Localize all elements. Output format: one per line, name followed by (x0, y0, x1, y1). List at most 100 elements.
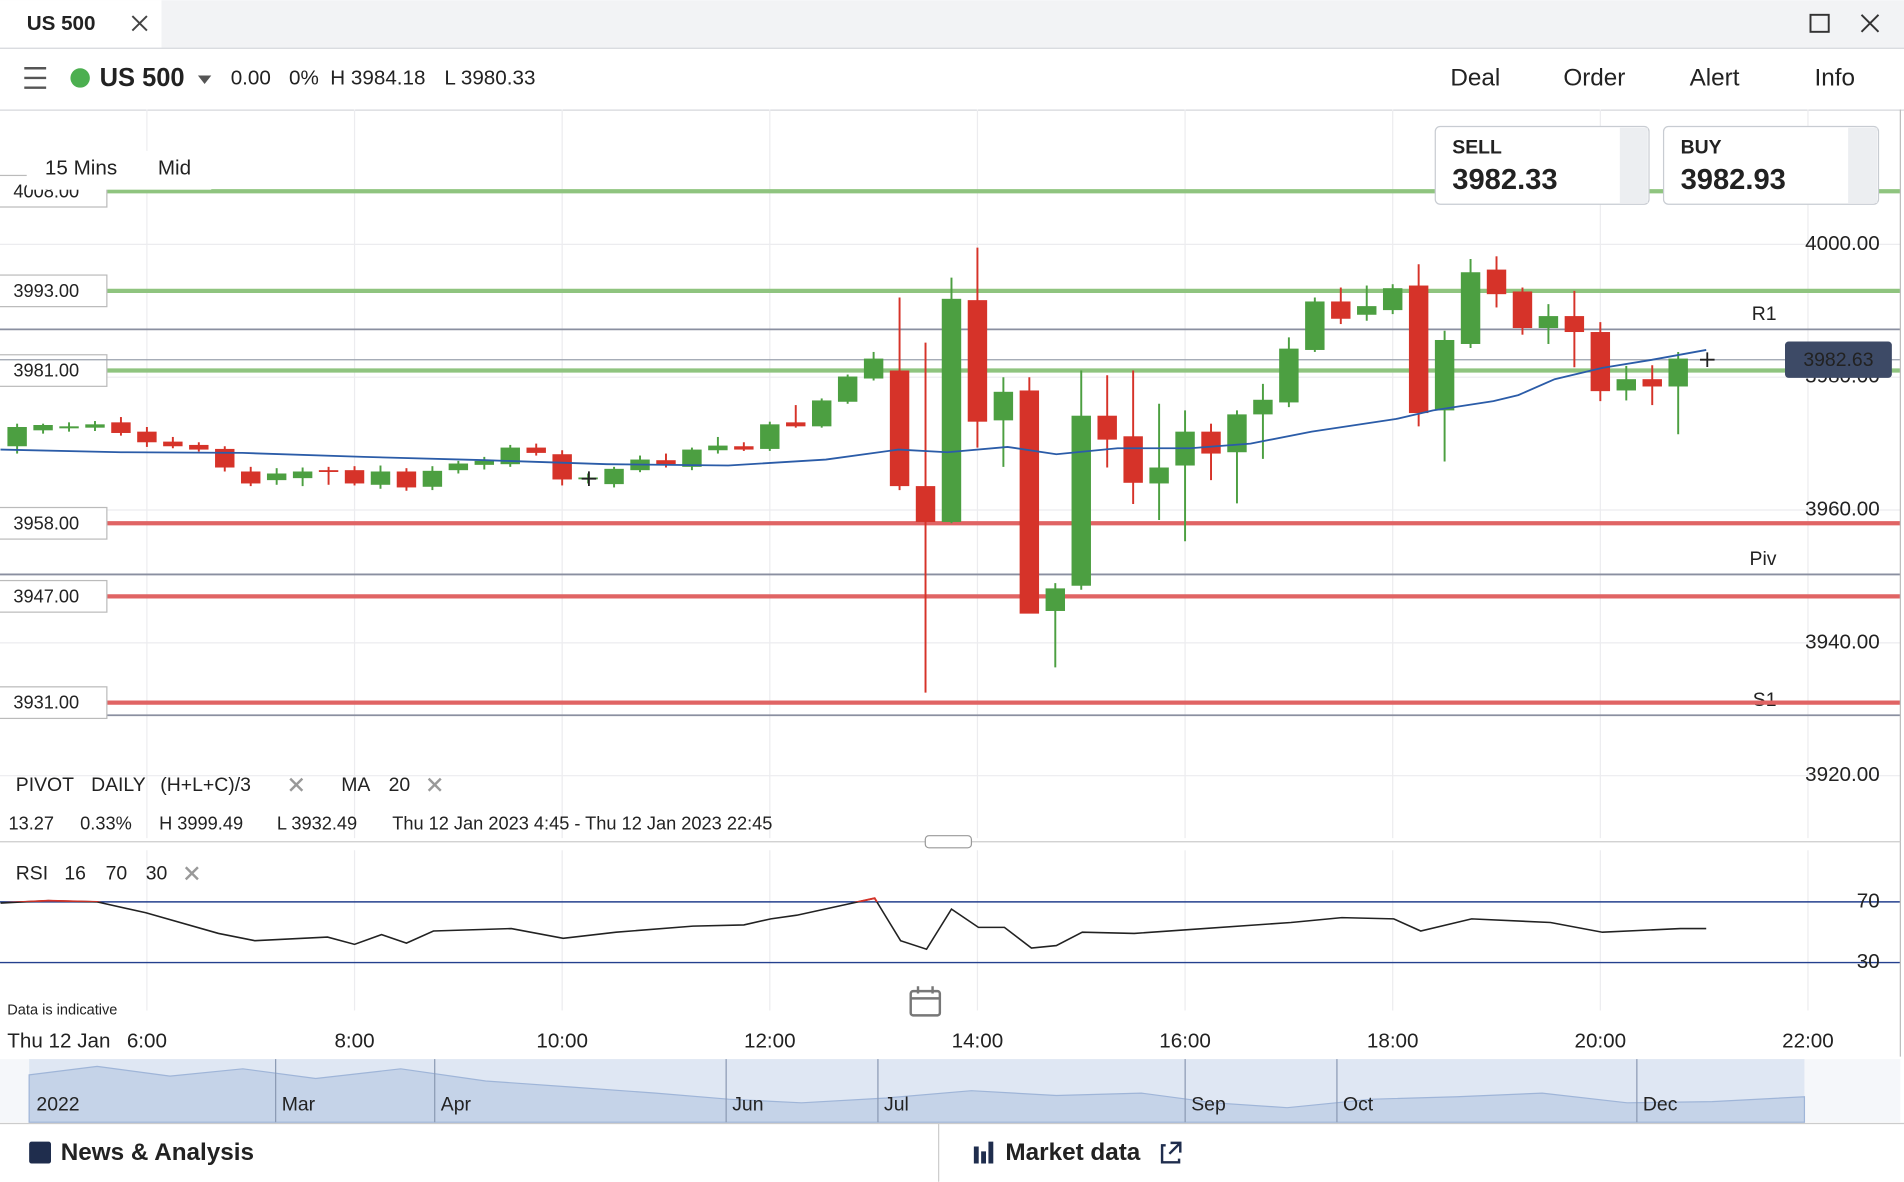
level-label: 3993.00 (13, 281, 79, 301)
candle-body (1097, 415, 1117, 440)
candle-body (59, 426, 79, 429)
date-label: Thu 12 Jan (7, 1030, 110, 1053)
candle-body (1305, 301, 1325, 350)
candle-body (1408, 285, 1429, 414)
status-dot (70, 68, 90, 88)
candle-body (526, 447, 546, 453)
pivot-formula: (H+L+C)/3 (160, 774, 251, 796)
menu-icon[interactable] (24, 67, 47, 89)
candle-body (474, 460, 495, 465)
candle-body (1227, 414, 1247, 453)
calendar-icon[interactable] (909, 986, 942, 1017)
dropdown[interactable] (197, 75, 212, 85)
level-label: 3981.00 (13, 361, 79, 381)
candle-body (656, 460, 676, 465)
navigator-label: Apr (441, 1093, 472, 1115)
cursor (581, 352, 1715, 486)
candle-body (189, 444, 209, 450)
remove-pivot[interactable] (289, 777, 304, 792)
navigator-label: Jul (884, 1093, 909, 1115)
news-link[interactable]: News & Analysis (61, 1139, 254, 1166)
buy-price: 3982.93 (1681, 164, 1786, 196)
candle-body (163, 441, 183, 447)
stat-change-pct: 0.33% (80, 814, 132, 834)
interval[interactable]: 15 Mins (45, 156, 117, 179)
buy-button[interactable] (1662, 125, 1880, 205)
maximize[interactable] (1809, 13, 1830, 33)
candle-body (396, 471, 417, 488)
candle-body (1071, 415, 1091, 586)
close-window[interactable] (1860, 14, 1880, 33)
market-link[interactable]: Market data (1005, 1139, 1140, 1166)
candle-body (1279, 348, 1299, 403)
pivot-label: R1 (1752, 303, 1777, 325)
rsi-tick-label: 70 (1857, 889, 1880, 912)
x-tick-label: 10:00 (536, 1030, 588, 1053)
close-tab[interactable] (131, 15, 148, 32)
candle-body (786, 422, 806, 427)
menu-item[interactable]: Alert (1690, 65, 1740, 92)
level-label: 3958.00 (13, 513, 79, 533)
level-tag (0, 686, 108, 720)
level-tag (0, 506, 108, 540)
candle-body (915, 486, 936, 522)
resize-handle[interactable] (924, 835, 973, 849)
disclaimer: Data is indicative (7, 1002, 117, 1018)
menu-item[interactable]: Deal (1450, 65, 1500, 92)
moving-average (0, 349, 1707, 467)
level-tag (0, 274, 108, 308)
stat-high: H 3999.49 (159, 814, 243, 834)
candle-body (1253, 399, 1273, 415)
remove-ma[interactable] (427, 777, 442, 792)
navigator-label: Oct (1343, 1093, 1374, 1115)
candle-body (111, 422, 131, 433)
instrument[interactable]: US 500 (100, 64, 185, 92)
sell-label: SELL (1452, 137, 1502, 159)
candle-body (1590, 332, 1611, 392)
sell-strip (1619, 127, 1648, 204)
candle-body (967, 300, 988, 422)
candle-body (1460, 272, 1481, 344)
candle-body (266, 473, 287, 481)
candle-body (292, 471, 313, 479)
x-tick-label: 18:00 (1367, 1030, 1419, 1053)
candle-body (1564, 316, 1585, 333)
level-label: 3947.00 (13, 586, 79, 606)
x-tick-label: 12:00 (744, 1030, 796, 1053)
candle-body (708, 445, 728, 451)
candle-body (552, 454, 572, 480)
candle-body (1331, 301, 1351, 319)
pivot-label: Piv (1750, 548, 1777, 570)
price-type[interactable]: Mid (158, 156, 191, 179)
tab-bar (0, 0, 1904, 48)
ma-label: MA (341, 774, 370, 796)
x-tick-label: 8:00 (334, 1030, 374, 1053)
candle-body (811, 400, 832, 427)
menu-item[interactable]: Order (1563, 65, 1625, 92)
candle-body (1434, 339, 1455, 411)
pivot-label: PIVOT (16, 774, 74, 796)
candle-body (993, 391, 1014, 421)
change: 0.00 (231, 67, 271, 90)
candle-body (941, 298, 962, 522)
change-pct: 0% (289, 67, 319, 90)
y-tick-label: 3960.00 (1805, 497, 1880, 520)
candle-body (422, 470, 443, 487)
candle-body (1357, 306, 1377, 315)
candle-body (1045, 588, 1066, 611)
x-tick-label: 20:00 (1575, 1030, 1627, 1053)
y-tick-label: 3940.00 (1805, 630, 1880, 653)
navigator-area (28, 1065, 1806, 1123)
remove-rsi[interactable] (184, 866, 199, 881)
tab[interactable] (0, 0, 162, 49)
sell-button[interactable] (1434, 125, 1650, 205)
stat-change: 13.27 (9, 814, 55, 834)
candle-body (448, 463, 469, 471)
rsi-label: RSI (16, 863, 48, 885)
x-tick-label: 22:00 (1782, 1030, 1834, 1053)
rsi-line (0, 897, 1707, 951)
external-icon (1160, 1141, 1182, 1164)
menu-item[interactable]: Info (1815, 65, 1855, 92)
candle-body (137, 431, 157, 443)
